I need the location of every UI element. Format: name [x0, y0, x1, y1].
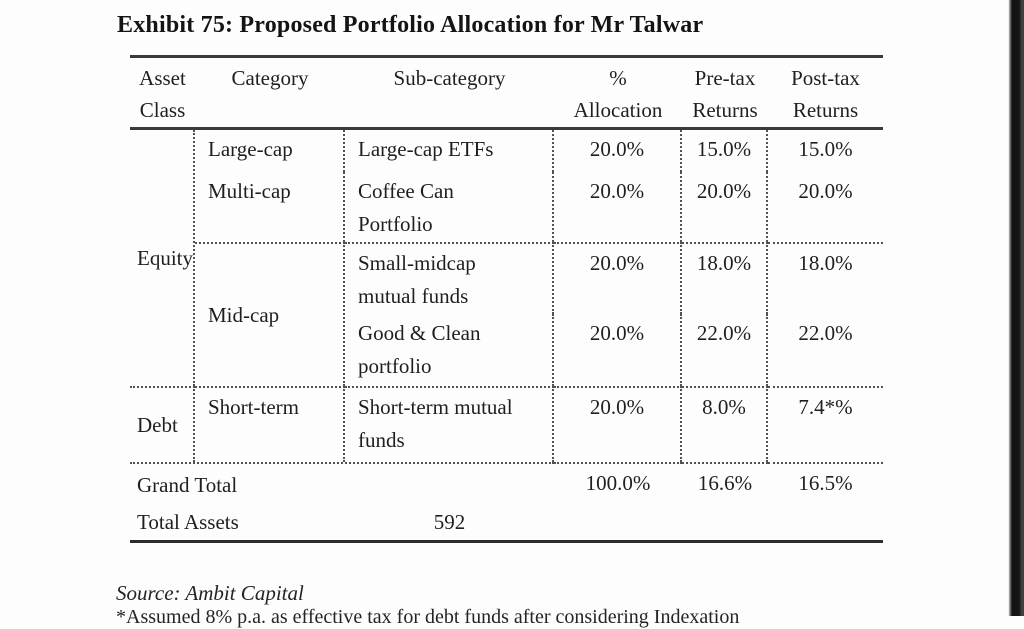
col-header-line: Returns: [692, 98, 758, 122]
col-header-line: Returns: [792, 98, 859, 122]
category-short-term: Short-term: [195, 386, 345, 462]
grand-total-post-tax: 16.5%: [768, 462, 883, 504]
post-tax-cell: 20.0%: [798, 179, 853, 203]
allocation-cell: 20.0%: [554, 242, 682, 314]
sub-category-cell: Coffee Can Portfolio: [345, 172, 554, 242]
pre-tax-cell: 22.0%: [682, 314, 768, 386]
category-large-cap: Large-cap: [195, 130, 345, 172]
col-header-sub-category: Sub-category: [345, 58, 554, 130]
category-mid-cap: Mid-cap: [195, 242, 345, 386]
col-header-line: %: [609, 66, 627, 90]
sub-category-cell: Large-cap ETFs: [345, 130, 554, 172]
pre-tax-cell: 18.0%: [682, 242, 768, 314]
post-tax-cell: 15.0%: [798, 137, 853, 161]
col-header-line: Sub-category: [393, 66, 506, 90]
col-header-line: Post-tax: [791, 66, 860, 90]
col-header-post-tax: Post-tax Returns: [768, 58, 883, 130]
grand-total-allocation: 100.0%: [554, 462, 682, 504]
sub-category-text: Coffee Can Portfolio: [358, 179, 454, 236]
total-assets-value: 592: [433, 510, 466, 534]
post-tax-cell: 7.4*%: [768, 386, 883, 462]
category-multi-cap: Multi-cap: [195, 172, 345, 242]
allocation-cell: 20.0%: [554, 314, 682, 386]
footnote-clipped: *Assumed 8% p.a. as effective tax for de…: [116, 606, 740, 628]
sub-category-cell: Short-term mutual funds: [345, 386, 554, 462]
allocation-cell: 20.0%: [554, 386, 682, 462]
sub-category-text: Small-midcap mutual funds: [358, 251, 476, 308]
pre-tax-cell: 20.0%: [682, 172, 768, 242]
grand-total-pre-tax: 16.6%: [682, 462, 768, 504]
col-header-allocation: % Allocation: [554, 58, 682, 130]
post-tax-cell: 22.0%: [798, 321, 853, 345]
post-tax-cell: 18.0%: [768, 242, 883, 314]
total-assets-label: Total Assets: [137, 510, 239, 534]
col-header-line: Category: [231, 66, 309, 90]
pre-tax-cell: 8.0%: [682, 386, 768, 462]
col-header-pre-tax: Pre-tax Returns: [682, 58, 768, 130]
asset-class-debt: Debt: [130, 386, 195, 462]
col-header-line: Pre-tax: [694, 66, 756, 90]
col-header-line: Allocation: [573, 98, 663, 122]
exhibit-title: Exhibit 75: Proposed Portfolio Allocatio…: [117, 12, 704, 38]
col-header-line: Class: [139, 98, 186, 122]
col-header-line: Asset: [139, 66, 186, 90]
sub-category-cell: Small-midcap mutual funds: [345, 242, 554, 314]
allocation-cell: 20.0%: [554, 172, 682, 242]
allocation-cell: 20.0%: [554, 130, 682, 172]
col-header-asset-class: Asset Class: [130, 58, 195, 130]
sub-category-cell: Good & Clean portfolio: [345, 314, 554, 386]
sub-category-text: Short-term mutual funds: [358, 395, 513, 452]
portfolio-allocation-table: Asset Class Category Sub-category % Allo…: [130, 55, 883, 543]
col-header-category: Category: [195, 58, 345, 130]
viewer-edge-bar: [1007, 0, 1024, 616]
sub-category-text: Good & Clean portfolio: [358, 321, 481, 378]
grand-total-label: Grand Total: [130, 462, 554, 504]
asset-class-equity: Equity: [130, 130, 195, 386]
pre-tax-cell: 15.0%: [682, 130, 768, 172]
source-note: Source: Ambit Capital: [116, 581, 304, 605]
document-page: { "title": "Exhibit 75: Proposed Portfol…: [116, 0, 1024, 628]
